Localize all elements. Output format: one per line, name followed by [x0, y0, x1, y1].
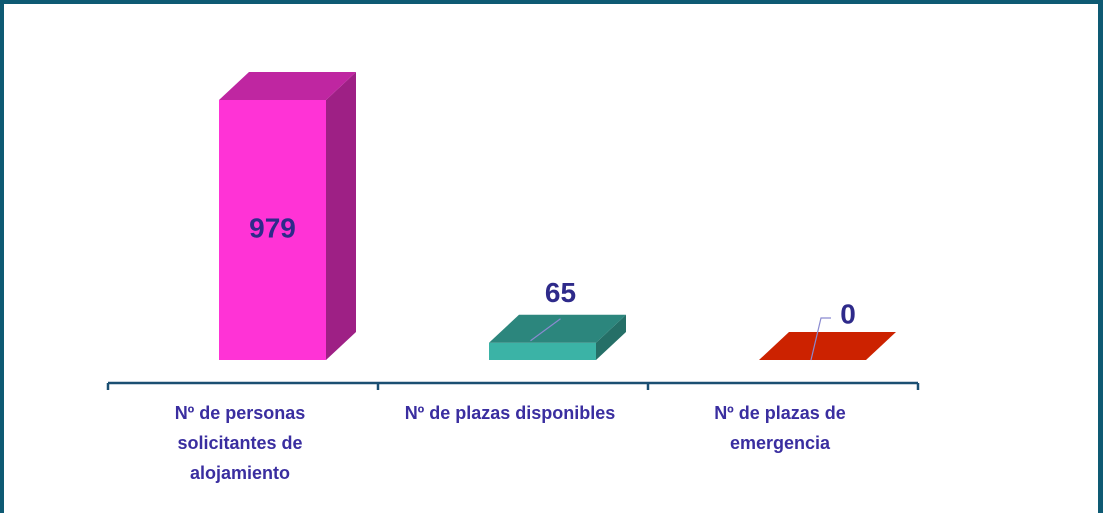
bar-side — [326, 72, 356, 360]
bar-top — [759, 332, 896, 360]
x-tick-label: Nº de plazas disponibles — [404, 403, 616, 423]
bar-front — [219, 100, 326, 360]
bar-front — [489, 342, 596, 360]
bar-top — [489, 314, 626, 343]
value-label: 65 — [545, 277, 576, 308]
bar-top — [219, 72, 356, 100]
x-tick-label: Nº de personas solicitantes de alojamien… — [174, 403, 306, 483]
value-label: 979 — [249, 212, 296, 243]
x-tick-label: Nº de plazas de emergencia — [714, 403, 846, 453]
leader-line — [810, 317, 831, 361]
leader-line — [530, 318, 561, 342]
value-label: 0 — [840, 298, 856, 329]
bar-side — [596, 314, 626, 360]
